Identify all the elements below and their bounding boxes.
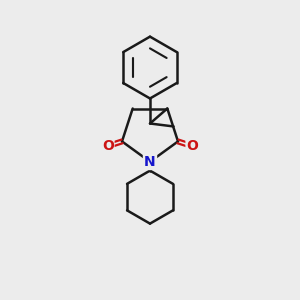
Text: O: O [186, 139, 198, 153]
Text: O: O [102, 139, 114, 153]
Text: N: N [144, 155, 156, 169]
